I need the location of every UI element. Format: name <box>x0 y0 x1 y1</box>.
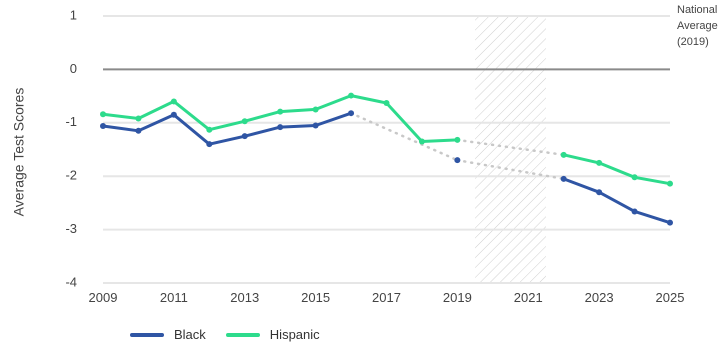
series-line-black <box>101 111 353 146</box>
data-point-hispanic <box>206 126 213 133</box>
data-point-hispanic <box>100 111 106 118</box>
series-line-hispanic <box>101 94 459 143</box>
data-point-hispanic <box>418 138 425 145</box>
legend-swatch-black <box>130 332 164 337</box>
x-tick-label: 2011 <box>160 290 188 305</box>
data-point-hispanic <box>560 151 567 158</box>
legend-swatch-hispanic <box>225 332 260 337</box>
legend-item-black: Black <box>130 327 206 342</box>
y-tick-label: 0 <box>70 61 77 76</box>
legend-label-black: Black <box>174 327 206 342</box>
data-point-black <box>170 111 177 118</box>
y-tick-label: -4 <box>65 274 77 289</box>
data-point-black <box>206 141 213 148</box>
legend-label-hispanic: Hispanic <box>269 327 320 342</box>
shaded-period-area <box>475 16 546 283</box>
dotted-connector <box>349 111 459 162</box>
data-point-black <box>348 110 355 117</box>
data-point-hispanic <box>631 174 638 181</box>
data-point-black <box>277 124 284 131</box>
reference-line-label-line: (2019) <box>677 36 709 48</box>
data-point-hispanic <box>667 180 673 187</box>
series-line-black <box>562 177 672 225</box>
reference-line-label-line: Average <box>677 20 718 32</box>
data-point-hispanic <box>135 115 142 122</box>
reference-line-label: National Average (2019) <box>677 4 718 48</box>
y-tick-label: -1 <box>65 114 77 129</box>
data-point-black <box>631 208 638 215</box>
x-tick-label: 2025 <box>656 290 685 305</box>
data-point-hispanic <box>170 98 177 105</box>
data-point-black <box>100 123 106 130</box>
data-point-black <box>667 219 673 226</box>
dotted-connectors <box>349 111 565 181</box>
y-axis-title: Average Test Scores <box>11 88 27 217</box>
data-point-hispanic <box>312 106 319 113</box>
x-tick-label: 2009 <box>89 290 118 305</box>
legend-item-hispanic: Hispanic <box>225 327 320 342</box>
x-tick-label: 2021 <box>514 290 543 305</box>
y-axis-ticks: 1 0 -1 -2 -3 -4 <box>65 7 77 289</box>
gridlines <box>103 15 670 284</box>
reference-line-label-line: National <box>677 4 717 16</box>
data-point-hispanic <box>277 108 284 115</box>
data-point-black <box>596 189 603 196</box>
x-tick-label: 2019 <box>443 290 472 305</box>
data-point-black <box>135 127 142 134</box>
data-point-hispanic <box>348 92 355 99</box>
x-axis-ticks: 2009 2011 2013 2015 2017 2019 2021 2023 2025 <box>89 290 685 305</box>
data-point-hispanic <box>383 100 390 107</box>
data-point-black <box>560 175 567 182</box>
data-point-black <box>241 133 248 140</box>
data-point-black <box>312 122 319 129</box>
series-points <box>100 92 673 226</box>
data-point-hispanic <box>241 118 248 125</box>
y-tick-label: -2 <box>65 168 77 183</box>
shaded-period <box>475 16 546 283</box>
series-line-hispanic <box>562 153 672 186</box>
series-lines <box>101 94 672 225</box>
y-tick-label: 1 <box>70 7 77 22</box>
x-tick-label: 2017 <box>372 290 401 305</box>
y-tick-label: -3 <box>65 221 77 236</box>
data-point-hispanic <box>596 159 603 166</box>
data-point-hispanic <box>454 136 461 143</box>
legend: Black Hispanic <box>130 327 340 342</box>
x-tick-label: 2015 <box>301 290 330 305</box>
data-point-black <box>454 157 461 164</box>
dotted-connector <box>456 158 565 181</box>
x-tick-label: 2013 <box>230 290 259 305</box>
x-tick-label: 2023 <box>585 290 614 305</box>
